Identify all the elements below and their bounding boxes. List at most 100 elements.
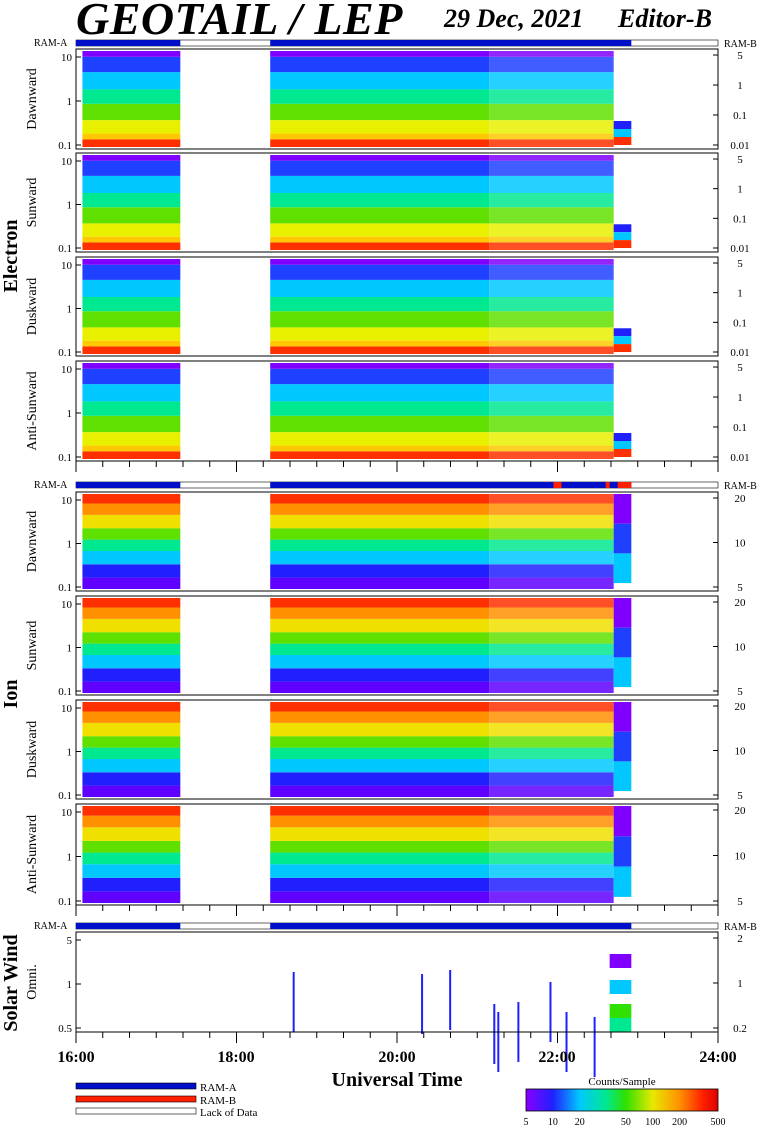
x-tick-label: 20:00 (378, 1049, 415, 1066)
spectrogram-band (613, 328, 632, 337)
y-tick-label-left: 0.1 (58, 686, 72, 698)
spectrogram-band (489, 618, 614, 633)
y-tick-label-right: 20 (735, 805, 747, 817)
spectrogram-band (82, 445, 181, 452)
y-tick-label-right: 0.1 (733, 317, 747, 329)
spectrogram-band (270, 852, 490, 865)
spectrogram-band (82, 155, 181, 161)
spectrogram-band (82, 877, 181, 892)
spectrogram-band (489, 827, 614, 841)
spectrogram-band (489, 655, 614, 669)
spectrogram-band (270, 242, 490, 250)
spectrogram-band (82, 607, 181, 619)
spectrogram-band (489, 51, 614, 57)
y-tick-label-left: 0.1 (58, 347, 72, 359)
spectrogram-band (613, 433, 632, 441)
colorbar-tick-label: 500 (711, 1117, 726, 1128)
spectrogram-band (489, 363, 614, 369)
spectrogram-band (82, 242, 181, 250)
spectrogram-band (270, 618, 490, 633)
panel-border (75, 491, 719, 592)
panel-border (75, 48, 719, 150)
spectrogram-band (82, 368, 181, 385)
spectrogram-band (270, 632, 490, 644)
spectrogram-band (489, 297, 614, 312)
spectrogram-band (270, 711, 490, 723)
spectrogram-band (489, 785, 614, 797)
spectrogram-band (82, 759, 181, 773)
spectrogram-band (613, 761, 632, 792)
spectrogram-band (82, 327, 181, 341)
y-tick-label-right: 1 (737, 288, 743, 300)
spectrogram-band (270, 223, 490, 237)
spectrogram-band (613, 836, 632, 867)
y-tick-label-left: 1 (67, 979, 73, 991)
colorbar-tick-label: 100 (645, 1117, 660, 1128)
spectrogram-band (270, 681, 490, 693)
spectrogram-band (489, 264, 614, 280)
spectrogram-band (489, 539, 614, 551)
spectrogram-band (270, 494, 490, 504)
spectrogram-band (489, 311, 614, 328)
spectrogram-band (489, 711, 614, 723)
spectrogram-band (489, 368, 614, 385)
y-tick-label-right: 2 (737, 933, 743, 945)
colorbar-tick-label: 20 (575, 1117, 585, 1128)
spectrogram-band (489, 120, 614, 134)
y-tick-label-right: 0.01 (730, 452, 749, 464)
spectrogram-band (270, 772, 490, 786)
spectrogram-band (489, 564, 614, 578)
spectrogram-band (270, 56, 490, 73)
spectrogram-band (489, 668, 614, 682)
spectrogram-band (489, 806, 614, 816)
ram-a-segment (76, 40, 181, 46)
solar-wind-mark (292, 972, 295, 1032)
y-tick-label-right: 5 (737, 258, 743, 270)
spectrogram-band (82, 864, 181, 878)
spectrogram-band (82, 279, 181, 297)
y-tick-label-right: 0.1 (733, 110, 747, 122)
spectrogram-band (489, 89, 614, 104)
ram-a-segment (76, 482, 181, 488)
spectrogram-band (82, 401, 181, 416)
spectrogram-band (270, 564, 490, 578)
solar-wind-mark (493, 1004, 496, 1064)
spectrogram-band (489, 445, 614, 452)
spectrogram-band (270, 722, 490, 737)
panel-label-ion-anti-sunward: Anti-Sunward (25, 815, 40, 894)
spectrogram-band (270, 655, 490, 669)
spectrogram-band (489, 242, 614, 250)
spectrogram-band (82, 551, 181, 565)
legend-swatch-ram-b (75, 1095, 197, 1103)
spectrogram-band (82, 451, 181, 459)
spectrogram-band (489, 759, 614, 773)
spectrogram-band (82, 891, 181, 903)
spectrogram-band (613, 523, 632, 554)
spectrogram-band (82, 56, 181, 73)
spectrogram-band (270, 891, 490, 903)
solar-wind-mark (549, 982, 552, 1042)
spectrogram-band (609, 1018, 632, 1032)
legend-swatch-ram-a (75, 1082, 197, 1090)
ram-a-segment (76, 923, 181, 929)
spectrogram-band (82, 346, 181, 354)
y-tick-label-right: 20 (735, 493, 747, 505)
spectrogram-band (82, 160, 181, 176)
ram-a-segment (270, 40, 632, 46)
y-tick-label-left: 0.1 (58, 896, 72, 908)
spectrogram-band (489, 877, 614, 892)
spectrogram-band (270, 528, 490, 540)
panel-label-electron-sunward: Sunward (25, 178, 40, 228)
spectrogram-band (489, 193, 614, 208)
spectrogram-band (613, 441, 632, 449)
y-tick-label-left: 1 (67, 408, 73, 420)
spectrogram-band (489, 494, 614, 504)
spectrogram-band (82, 207, 181, 224)
spectrogram-band (489, 891, 614, 903)
ram-b-label: RAM-B (724, 481, 757, 492)
ram-a-segment (270, 923, 632, 929)
colorbar-tick-label: 5 (524, 1117, 529, 1128)
y-tick-label-right: 0.01 (730, 140, 749, 152)
spectrogram-band (613, 137, 632, 145)
